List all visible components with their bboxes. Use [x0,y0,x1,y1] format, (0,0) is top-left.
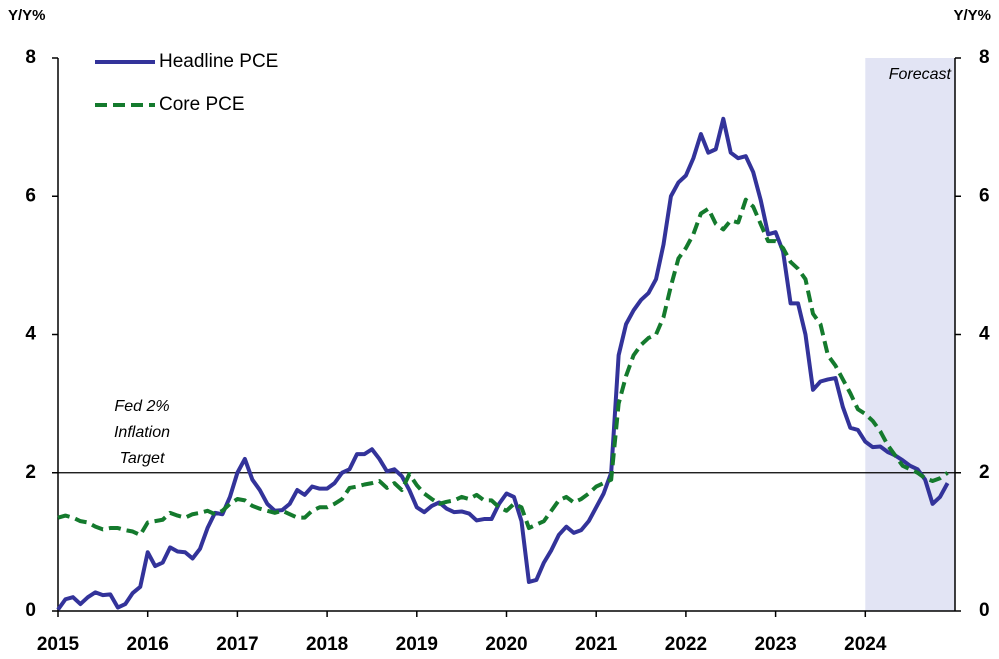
series-line [57,197,949,537]
target-label: Inflation [114,424,170,441]
y-axis-label: Y/Y% [8,7,46,24]
forecast-label: Forecast [889,66,952,83]
y2-tick-label: 8 [979,47,990,68]
x-tick-label: 2019 [396,634,438,655]
x-tick-label: 2018 [306,634,348,655]
legend-label: Headline PCE [159,51,278,72]
x-tick-label: 2022 [665,634,707,655]
y2-tick-label: 6 [979,185,990,206]
x-tick-label: 2023 [754,634,796,655]
x-tick-label: 2020 [485,634,527,655]
x-tick-label: 2015 [37,634,80,655]
y-tick-label: 4 [25,324,36,345]
x-tick-label: 2017 [216,634,258,655]
target-label: Fed 2% [114,398,169,415]
forecast-region [865,58,955,611]
target-label: Target [120,450,165,467]
y2-tick-label: 0 [979,600,990,621]
y-tick-label: 2 [25,462,36,483]
x-tick-label: 2021 [575,634,618,655]
y-tick-label: 6 [25,185,36,206]
y2-tick-label: 4 [979,324,990,345]
y-tick-label: 8 [25,47,36,68]
y2-tick-label: 2 [979,462,990,483]
x-tick-label: 2024 [844,634,887,655]
x-tick-label: 2016 [127,634,169,655]
y-tick-label: 0 [25,600,36,621]
legend-label: Core PCE [159,94,245,115]
y2-axis-label: Y/Y% [953,7,991,24]
series-line [56,116,950,611]
